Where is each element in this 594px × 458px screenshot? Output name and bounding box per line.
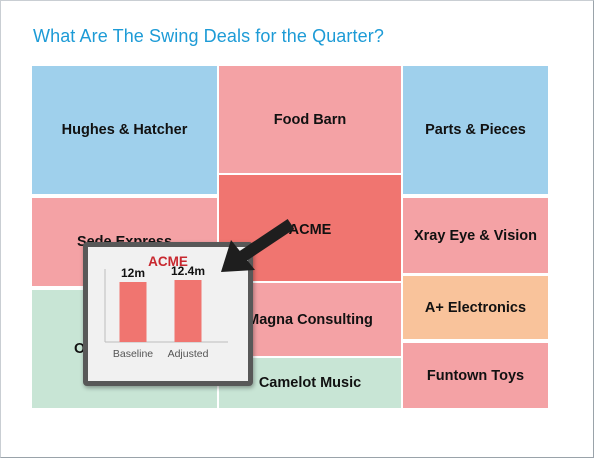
- tile-label: Xray Eye & Vision: [413, 227, 538, 244]
- tile-label: Parts & Pieces: [425, 122, 526, 138]
- tile-label: Hughes & Hatcher: [61, 122, 188, 138]
- tick-label-adjusted: Adjusted: [168, 348, 209, 360]
- tile-hughes-hatcher[interactable]: Hughes & Hatcher: [32, 66, 217, 194]
- tile-label: Food Barn: [273, 111, 347, 128]
- tile-xray-eye-vision[interactable]: Xray Eye & Vision: [403, 198, 548, 273]
- tile-a-plus-electronics[interactable]: A+ Electronics: [403, 276, 548, 339]
- popup-title: ACME: [148, 254, 188, 269]
- acme-detail-popup: ACME 12m Baseline 12.4m Adjusted: [83, 242, 253, 386]
- data-label-adjusted: 12.4m: [171, 264, 205, 278]
- tile-label: Camelot Music: [258, 375, 362, 391]
- bar-baseline: [119, 282, 147, 342]
- tick-label-baseline: Baseline: [113, 348, 153, 360]
- tile-funtown-toys[interactable]: Funtown Toys: [403, 343, 548, 408]
- tile-parts-pieces[interactable]: Parts & Pieces: [403, 66, 548, 194]
- tile-food-barn[interactable]: Food Barn: [219, 66, 401, 173]
- tile-label: A+ Electronics: [424, 299, 527, 316]
- bar-adjusted: [174, 280, 202, 342]
- popup-bar-chart: 12m Baseline 12.4m Adjusted: [104, 264, 228, 360]
- tile-label: ACME: [288, 222, 332, 238]
- data-label-baseline: 12m: [121, 266, 145, 280]
- tile-label: Funtown Toys: [426, 367, 525, 384]
- tile-label: Magna Consulting: [247, 311, 373, 328]
- page-title: What Are The Swing Deals for the Quarter…: [33, 26, 384, 46]
